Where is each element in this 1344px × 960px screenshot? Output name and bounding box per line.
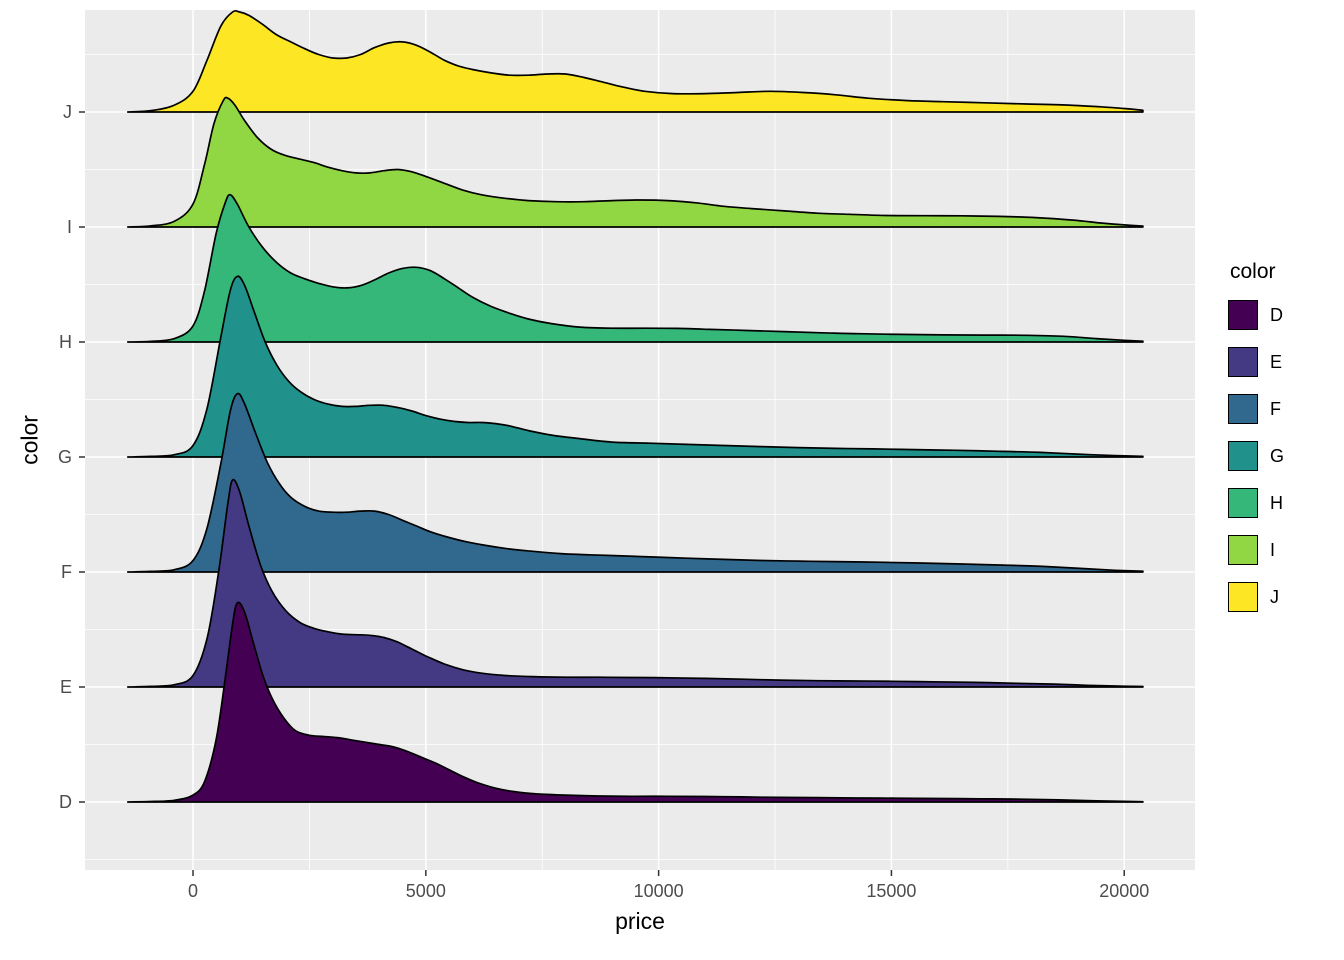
legend-label: I: [1270, 539, 1276, 560]
legend-label: F: [1270, 398, 1281, 419]
legend-item-E: E: [1228, 347, 1284, 377]
y-tick-label: H: [59, 332, 72, 352]
legend-item-J: J: [1228, 582, 1284, 612]
legend-item-I: I: [1228, 535, 1284, 565]
legend-swatch-G: [1228, 441, 1258, 471]
legend-swatch-E: [1228, 347, 1258, 377]
legend-label: D: [1270, 304, 1283, 325]
x-tick-label: 20000: [1099, 881, 1149, 901]
legend-label: G: [1270, 445, 1285, 466]
legend-label: H: [1270, 492, 1283, 513]
legend-swatch-J: [1228, 582, 1258, 612]
legend-swatch-I: [1228, 535, 1258, 565]
legend-title: color: [1230, 260, 1276, 283]
ridge-G: [126, 275, 1144, 458]
ridge-F: [126, 392, 1144, 573]
legend-item-F: F: [1228, 394, 1284, 424]
y-tick-label: G: [58, 447, 72, 467]
y-tick-label: F: [61, 562, 72, 582]
ridge-J: [126, 9, 1144, 113]
ridge-D: [126, 601, 1144, 803]
legend-label: J: [1270, 586, 1279, 607]
ridge-H: [126, 193, 1144, 343]
x-tick-label: 5000: [406, 881, 446, 901]
y-tick-label: D: [59, 792, 72, 812]
legend-swatch-F: [1228, 394, 1258, 424]
legend-item-D: D: [1228, 300, 1284, 330]
legend: color D E F G H I J: [1228, 260, 1284, 629]
x-tick-label: 10000: [634, 881, 684, 901]
x-axis-title: price: [615, 908, 665, 934]
y-tick-label: E: [60, 677, 72, 697]
legend-swatch-D: [1228, 300, 1258, 330]
y-tick-label: J: [63, 102, 72, 122]
legend-item-G: G: [1228, 441, 1284, 471]
x-tick-label: 0: [188, 881, 198, 901]
legend-swatch-H: [1228, 488, 1258, 518]
x-tick-label: 15000: [866, 881, 916, 901]
ridge-I: [126, 96, 1144, 228]
y-axis-title: color: [16, 415, 43, 465]
legend-items: D E F G H I J: [1228, 300, 1284, 612]
legend-item-H: H: [1228, 488, 1284, 518]
y-tick-label: I: [67, 217, 72, 237]
legend-label: E: [1270, 351, 1283, 372]
